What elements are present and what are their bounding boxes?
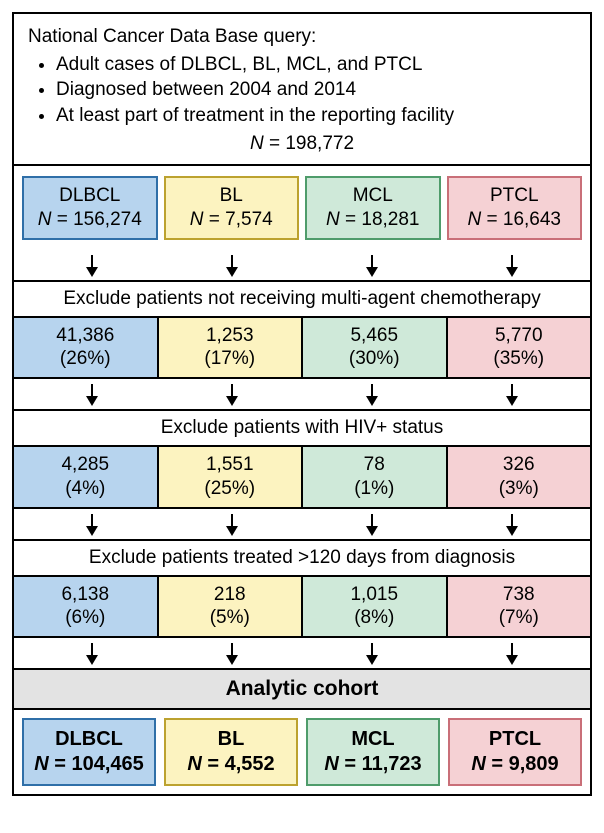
- query-header: National Cancer Data Base query: Adult c…: [14, 14, 590, 166]
- group-cell-ptcl: PTCLN = 16,643: [447, 176, 583, 240]
- initial-row: DLBCLN = 156,274BLN = 7,574MCLN = 18,281…: [14, 166, 590, 250]
- exclude-cell: 1,551(25%): [159, 447, 304, 509]
- exclude-cell: 5,465(30%): [303, 318, 448, 380]
- group-cell-mcl: MCLN = 18,281: [305, 176, 441, 240]
- arrow-icon: [511, 643, 513, 663]
- exclude-band-0: Exclude patients not receiving multi-age…: [14, 280, 590, 318]
- exclude-row-2: 6,138(6%)218(5%)1,015(8%)738(7%): [14, 577, 590, 639]
- exclude-band-2: Exclude patients treated >120 days from …: [14, 539, 590, 577]
- exclude-cell: 218(5%): [159, 577, 304, 639]
- arrow-icon: [231, 255, 233, 275]
- exclude-cell: 78(1%): [303, 447, 448, 509]
- arrow-icon: [371, 255, 373, 275]
- exclude-cell: 4,285(4%): [14, 447, 159, 509]
- arrow-icon: [231, 384, 233, 404]
- arrow-icon: [371, 384, 373, 404]
- exclude-cell: 1,015(8%): [303, 577, 448, 639]
- query-n: N = 198,772: [28, 131, 576, 157]
- bullet-1: Adult cases of DLBCL, BL, MCL, and PTCL: [56, 52, 576, 78]
- bullet-3: At least part of treatment in the report…: [56, 103, 576, 129]
- query-bullets: Adult cases of DLBCL, BL, MCL, and PTCL …: [56, 52, 576, 129]
- arrow-icon: [511, 514, 513, 534]
- exclude-cell: 326(3%): [448, 447, 591, 509]
- final-row: DLBCLN = 104,465BLN = 4,552MCLN = 11,723…: [14, 710, 590, 794]
- analytic-cohort-band: Analytic cohort: [14, 668, 590, 710]
- exclude-cell: 41,386(26%): [14, 318, 159, 380]
- arrow-icon: [511, 255, 513, 275]
- exclude-cell: 1,253(17%): [159, 318, 304, 380]
- bullet-2: Diagnosed between 2004 and 2014: [56, 77, 576, 103]
- arrow-row-1: [14, 379, 590, 409]
- arrow-row-0: [14, 250, 590, 280]
- group-cell-dlbcl: DLBCLN = 156,274: [22, 176, 158, 240]
- final-cell-ptcl: PTCLN = 9,809: [448, 718, 582, 786]
- arrow-icon: [91, 255, 93, 275]
- final-cell-mcl: MCLN = 11,723: [306, 718, 440, 786]
- group-cell-bl: BLN = 7,574: [164, 176, 300, 240]
- arrow-icon: [91, 384, 93, 404]
- final-cell-dlbcl: DLBCLN = 104,465: [22, 718, 156, 786]
- final-cell-bl: BLN = 4,552: [164, 718, 298, 786]
- arrow-icon: [511, 384, 513, 404]
- arrow-icon: [231, 643, 233, 663]
- arrow-icon: [371, 514, 373, 534]
- arrow-icon: [371, 643, 373, 663]
- exclude-row-0: 41,386(26%)1,253(17%)5,465(30%)5,770(35%…: [14, 318, 590, 380]
- arrow-icon: [231, 514, 233, 534]
- arrow-row-final: [14, 638, 590, 668]
- arrow-icon: [91, 514, 93, 534]
- exclude-cell: 5,770(35%): [448, 318, 591, 380]
- arrow-row-2: [14, 509, 590, 539]
- exclude-cell: 738(7%): [448, 577, 591, 639]
- exclude-band-1: Exclude patients with HIV+ status: [14, 409, 590, 447]
- query-title: National Cancer Data Base query:: [28, 24, 576, 50]
- exclude-row-1: 4,285(4%)1,551(25%)78(1%)326(3%): [14, 447, 590, 509]
- exclude-cell: 6,138(6%): [14, 577, 159, 639]
- flowchart-container: National Cancer Data Base query: Adult c…: [12, 12, 592, 796]
- arrow-icon: [91, 643, 93, 663]
